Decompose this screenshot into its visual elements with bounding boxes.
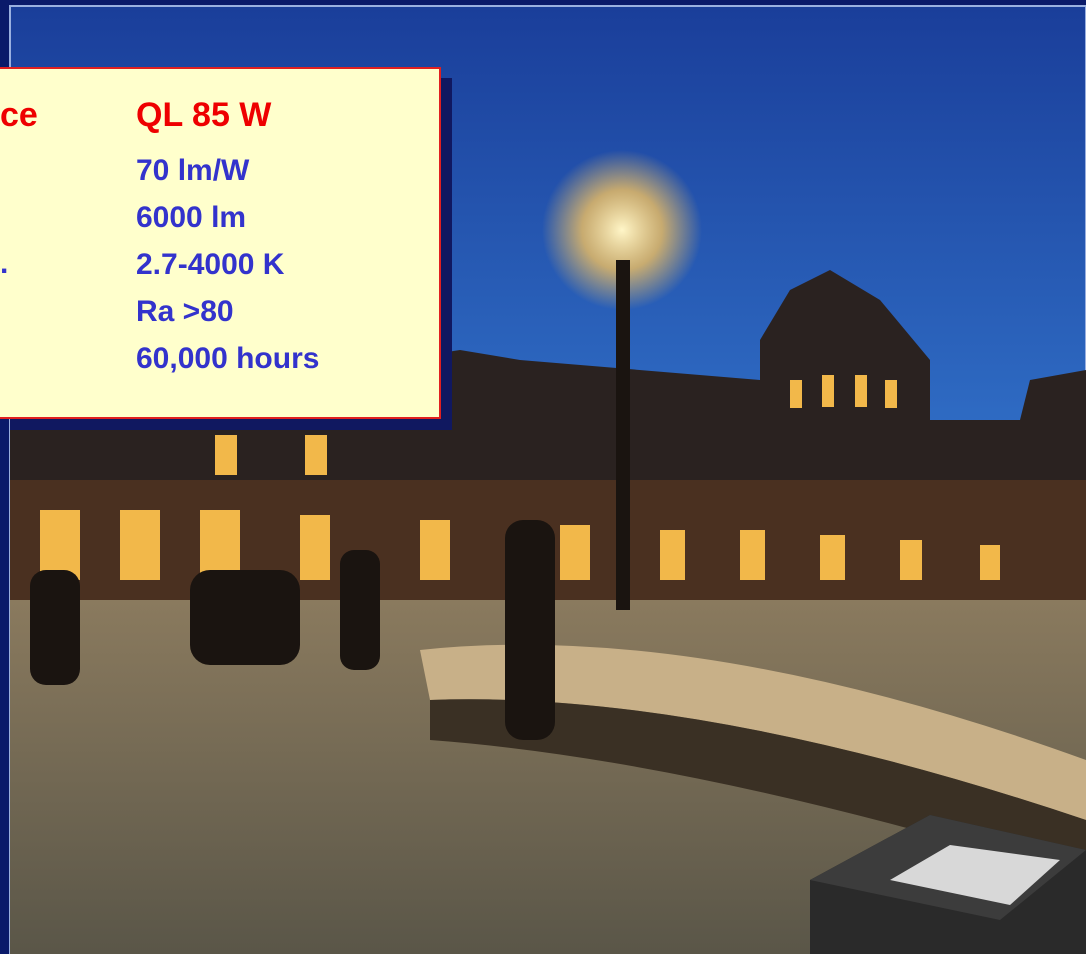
spec-line: Ra >80 [136, 295, 234, 328]
spec-line: 6000 lm [136, 201, 246, 234]
spec-line: 70 lm/W [136, 154, 250, 187]
page: ce . QL 85 W 70 lm/W 6000 lm 2.7-4000 K Ra … [0, 0, 1086, 954]
left-heading: ce [0, 96, 38, 134]
heading: QL 85 W [136, 96, 272, 134]
left-fragment: . [0, 247, 8, 280]
spec-line: 2.7-4000 K [136, 248, 285, 281]
spec-line: 60,000 hours [136, 342, 319, 375]
slide: ce . QL 85 W 70 lm/W 6000 lm 2.7-4000 K Ra … [0, 0, 1086, 954]
